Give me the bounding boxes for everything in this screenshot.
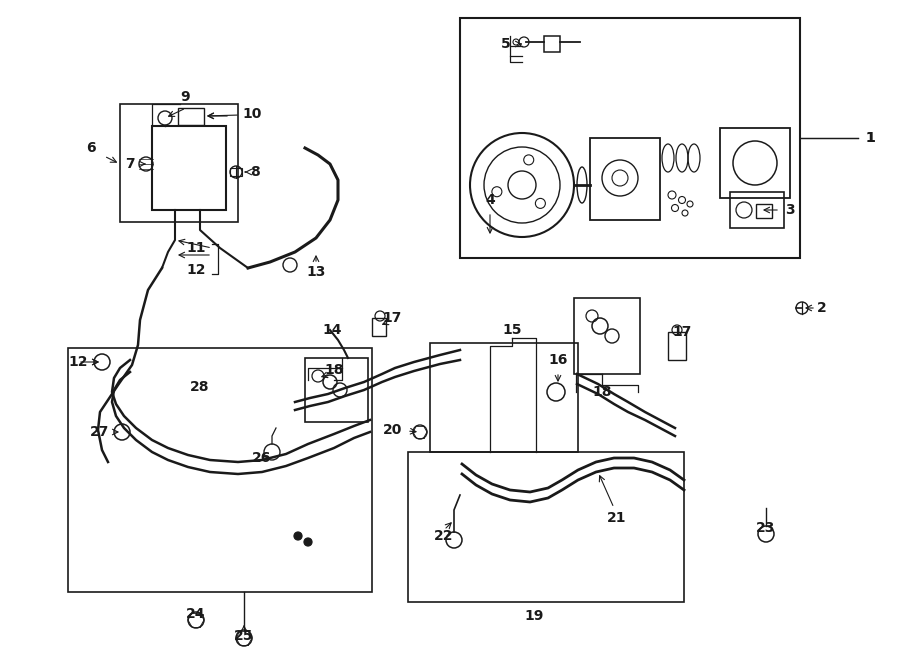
- Text: 10: 10: [242, 107, 262, 121]
- Bar: [756, 204, 772, 218]
- Text: 12: 12: [68, 355, 88, 369]
- Bar: [430, 343, 578, 452]
- Text: 6: 6: [86, 141, 95, 155]
- Text: 13: 13: [306, 265, 326, 279]
- Text: 17: 17: [382, 311, 401, 325]
- Text: 23: 23: [756, 521, 776, 535]
- Text: 3: 3: [785, 203, 795, 217]
- Bar: [408, 452, 684, 602]
- Bar: [460, 18, 800, 258]
- Bar: [372, 318, 386, 336]
- Bar: [668, 332, 686, 360]
- Text: 17: 17: [672, 325, 692, 339]
- Bar: [720, 128, 790, 198]
- Text: 26: 26: [252, 451, 272, 465]
- Bar: [305, 358, 368, 422]
- Circle shape: [304, 538, 312, 546]
- Bar: [120, 104, 238, 222]
- Text: 7: 7: [125, 157, 135, 171]
- Text: 12: 12: [186, 263, 206, 277]
- Text: 5: 5: [501, 37, 511, 51]
- Bar: [544, 36, 560, 52]
- Text: 20: 20: [383, 423, 402, 437]
- Circle shape: [294, 532, 302, 540]
- Bar: [178, 108, 204, 125]
- Bar: [574, 298, 640, 374]
- Bar: [730, 192, 784, 228]
- Bar: [68, 348, 372, 592]
- Text: 28: 28: [190, 380, 210, 394]
- Text: 1: 1: [865, 131, 875, 145]
- Text: 2: 2: [817, 301, 827, 315]
- Bar: [230, 168, 242, 176]
- Text: 27: 27: [90, 425, 110, 439]
- Text: 24: 24: [186, 607, 206, 621]
- Bar: [590, 138, 660, 220]
- Text: 14: 14: [322, 323, 342, 337]
- Text: 21: 21: [608, 511, 626, 525]
- Text: 8: 8: [250, 165, 260, 179]
- Text: 9: 9: [180, 90, 190, 104]
- Text: 18: 18: [592, 385, 612, 399]
- Text: 18: 18: [324, 363, 344, 377]
- Text: 15: 15: [502, 323, 522, 337]
- Text: 22: 22: [434, 529, 454, 543]
- Text: 4: 4: [485, 193, 495, 207]
- Text: 1: 1: [865, 131, 875, 145]
- Text: 11: 11: [186, 241, 206, 255]
- Text: 19: 19: [525, 609, 544, 623]
- Bar: [152, 126, 226, 210]
- Text: 16: 16: [548, 353, 568, 367]
- Text: 25: 25: [234, 629, 254, 643]
